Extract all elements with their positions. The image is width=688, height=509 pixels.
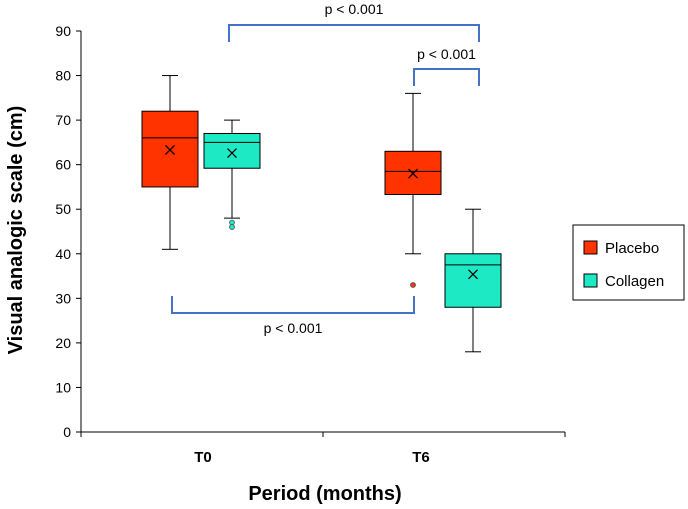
y-tick-label: 30 [55, 290, 71, 306]
y-tick-label: 40 [55, 246, 71, 262]
y-tick-label: 20 [55, 335, 71, 351]
legend-label-collagen: Collagen [605, 273, 664, 290]
bracket-collagen-t0-t6: p < 0.001 [228, 1, 480, 42]
p-value-label: p < 0.001 [325, 1, 384, 17]
bracket-placebo-vs-collagen-t6: p < 0.001 [413, 46, 480, 86]
y-tick-label: 70 [55, 112, 71, 128]
p-value-label: p < 0.001 [417, 46, 476, 62]
bracket-line [413, 68, 480, 86]
p-value-label: p < 0.001 [264, 320, 323, 336]
box-collagen-t6 [444, 208, 502, 353]
outlier-point [410, 282, 416, 288]
significance-brackets: p < 0.001 p < 0.001 p < 0.001 [171, 1, 480, 336]
box-placebo-t0 [141, 75, 199, 250]
y-tick-label: 0 [63, 424, 71, 440]
mean-marker [165, 145, 175, 155]
legend-swatch-collagen [583, 273, 598, 288]
box-iqr [444, 253, 502, 308]
legend-label-placebo: Placebo [605, 240, 659, 257]
y-tick-label: 60 [55, 157, 71, 173]
x-category-label: T0 [194, 449, 212, 466]
legend: Placebo Collagen [572, 224, 685, 301]
y-tick-label: 90 [55, 23, 71, 39]
box-collagen-t0 [203, 119, 261, 230]
bracket-line [171, 296, 415, 314]
mean-marker [408, 168, 418, 179]
bracket-placebo-t0-t6: p < 0.001 [171, 296, 415, 336]
box-placebo-t6 [384, 92, 442, 288]
legend-swatch-placebo [583, 240, 598, 255]
y-tick-label: 10 [55, 379, 71, 395]
bracket-line [228, 24, 480, 42]
boxes-layer [141, 75, 502, 353]
box-iqr [141, 110, 199, 188]
box-iqr [203, 132, 261, 169]
x-category-label: T6 [412, 449, 430, 466]
x-axis-title: Period (months) [248, 483, 401, 505]
y-tick-label: 50 [55, 201, 71, 217]
outlier-point [229, 224, 235, 230]
y-tick-label: 80 [55, 68, 71, 84]
mean-marker [227, 148, 237, 159]
mean-marker [468, 269, 478, 280]
y-axis-ticks: 0 10 20 30 40 50 60 70 80 90 T0 T6 [55, 23, 566, 466]
y-axis-title: Visual analogic scale (cm) [5, 106, 27, 355]
